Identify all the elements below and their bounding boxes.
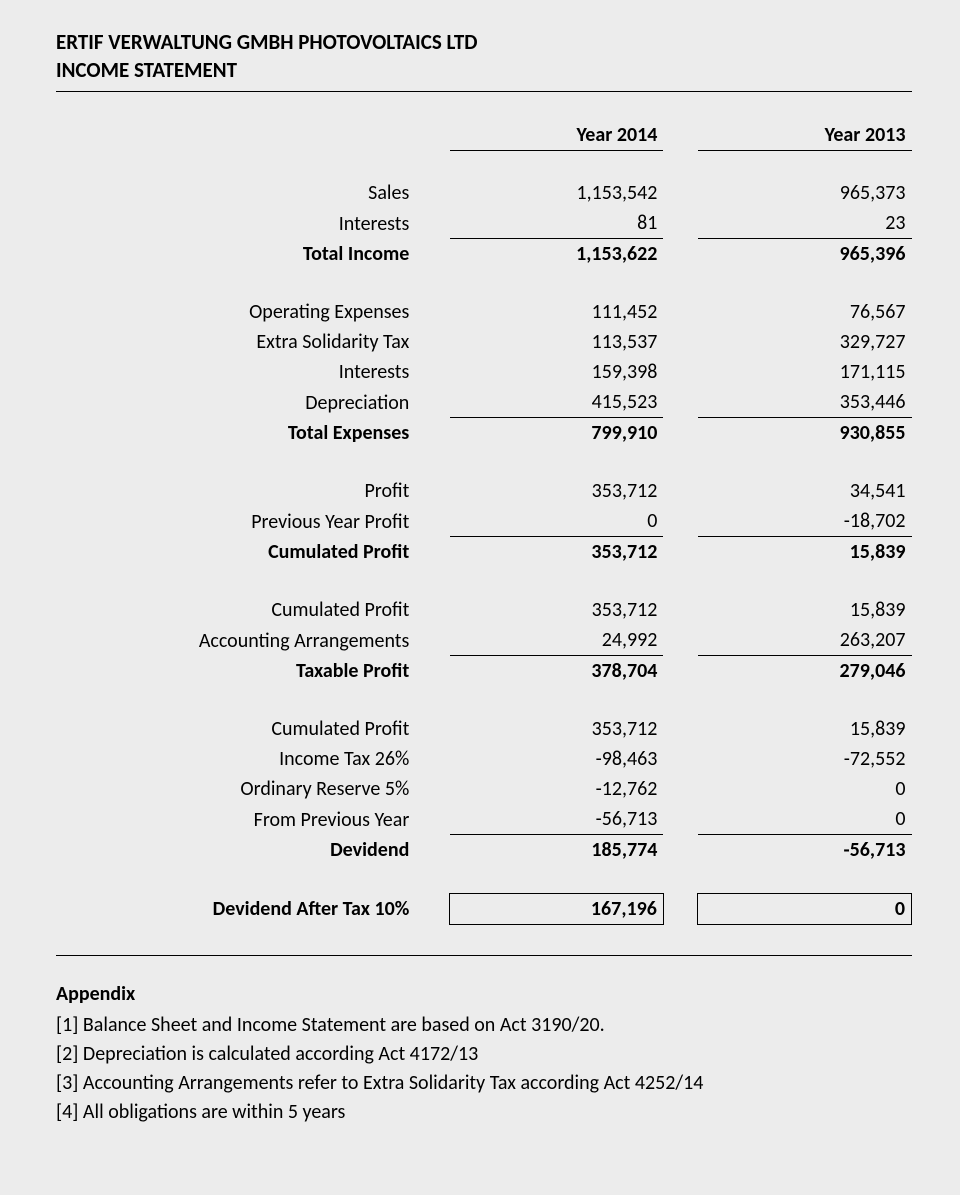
row-value-y2: 0 [698,893,912,924]
row-label: Profit [56,476,415,506]
table-row: Cumulated Profit 353,712 15,839 [56,714,912,744]
row-value-y1: 24,992 [450,625,664,656]
total-row: Cumulated Profit 353,712 15,839 [56,537,912,568]
row-value-y2: 329,727 [698,327,912,357]
row-value-y2: 76,567 [698,297,912,327]
table-row: Sales 1,153,542 965,373 [56,178,912,208]
row-label: Ordinary Reserve 5% [56,774,415,804]
row-value-y1: 167,196 [450,893,664,924]
total-row: Total Income 1,153,622 965,396 [56,239,912,270]
row-label: Depreciation [56,387,415,418]
row-value-y2: 0 [698,804,912,835]
document-header: ERTIF VERWALTUNG GMBH PHOTOVOLTAICS LTD … [56,28,912,85]
row-label: Total Income [56,239,415,270]
row-label: From Previous Year [56,804,415,835]
row-label: Previous Year Profit [56,506,415,537]
row-value-y2: 171,115 [698,357,912,387]
row-value-y2: 353,446 [698,387,912,418]
row-value-y1: -56,713 [450,804,664,835]
income-statement-table: Year 2014 Year 2013 Sales 1,153,542 965,… [56,120,912,925]
row-value-y1: 81 [450,208,664,239]
row-value-y2: -72,552 [698,744,912,774]
row-value-y2: -56,713 [698,835,912,866]
row-label: Interests [56,208,415,239]
row-value-y1: 378,704 [450,656,664,687]
total-row: Total Expenses 799,910 930,855 [56,418,912,449]
row-value-y2: 23 [698,208,912,239]
appendix-item: [2] Depreciation is calculated according… [56,1040,912,1069]
table-row: Interests 81 23 [56,208,912,239]
section-rule [56,955,912,956]
row-label: Cumulated Profit [56,595,415,625]
table-row: Ordinary Reserve 5% -12,762 0 [56,774,912,804]
row-value-y1: 415,523 [450,387,664,418]
row-label: Sales [56,178,415,208]
row-value-y2: 15,839 [698,595,912,625]
row-value-y2: 15,839 [698,537,912,568]
appendix-item: [1] Balance Sheet and Income Statement a… [56,1011,912,1040]
row-label: Taxable Profit [56,656,415,687]
row-value-y1: 353,712 [450,476,664,506]
total-row: Devidend 185,774 -56,713 [56,835,912,866]
table-row: Previous Year Profit 0 -18,702 [56,506,912,537]
table-row: From Previous Year -56,713 0 [56,804,912,835]
row-value-y1: 799,910 [450,418,664,449]
table-row: Interests 159,398 171,115 [56,357,912,387]
table-row: Operating Expenses 111,452 76,567 [56,297,912,327]
row-value-y2: 34,541 [698,476,912,506]
table-row: Extra Solidarity Tax 113,537 329,727 [56,327,912,357]
row-value-y2: -18,702 [698,506,912,537]
row-value-y1: 1,153,542 [450,178,664,208]
row-value-y2: 15,839 [698,714,912,744]
row-value-y1: 353,712 [450,595,664,625]
table-row: Income Tax 26% -98,463 -72,552 [56,744,912,774]
row-label: Devidend After Tax 10% [56,893,415,924]
row-label: Devidend [56,835,415,866]
row-label: Total Expenses [56,418,415,449]
row-value-y2: 930,855 [698,418,912,449]
appendix: Appendix [1] Balance Sheet and Income St… [56,980,912,1127]
row-value-y1: 159,398 [450,357,664,387]
column-header-y2: Year 2013 [698,120,912,151]
row-value-y1: 185,774 [450,835,664,866]
table-row: Accounting Arrangements 24,992 263,207 [56,625,912,656]
boxed-total-row: Devidend After Tax 10% 167,196 0 [56,893,912,924]
row-label: Income Tax 26% [56,744,415,774]
row-value-y1: -98,463 [450,744,664,774]
appendix-item: [4] All obligations are within 5 years [56,1098,912,1127]
row-value-y2: 0 [698,774,912,804]
row-label: Operating Expenses [56,297,415,327]
appendix-title: Appendix [56,980,912,1009]
row-label: Extra Solidarity Tax [56,327,415,357]
company-name: ERTIF VERWALTUNG GMBH PHOTOVOLTAICS LTD [56,28,912,56]
row-value-y1: 353,712 [450,537,664,568]
row-value-y2: 263,207 [698,625,912,656]
row-value-y1: 113,537 [450,327,664,357]
blank-cell [56,120,415,151]
header-rule [56,91,912,92]
row-value-y1: 1,153,622 [450,239,664,270]
statement-title: INCOME STATEMENT [56,56,912,84]
table-row: Cumulated Profit 353,712 15,839 [56,595,912,625]
row-label: Cumulated Profit [56,714,415,744]
column-header-row: Year 2014 Year 2013 [56,120,912,151]
column-header-y1: Year 2014 [450,120,664,151]
row-value-y1: -12,762 [450,774,664,804]
row-value-y2: 279,046 [698,656,912,687]
row-value-y1: 353,712 [450,714,664,744]
row-value-y1: 0 [450,506,664,537]
row-label: Accounting Arrangements [56,625,415,656]
row-label: Cumulated Profit [56,537,415,568]
table-row: Profit 353,712 34,541 [56,476,912,506]
row-value-y1: 111,452 [450,297,664,327]
appendix-item: [3] Accounting Arrangements refer to Ext… [56,1069,912,1098]
row-value-y2: 965,396 [698,239,912,270]
row-value-y2: 965,373 [698,178,912,208]
table-row: Depreciation 415,523 353,446 [56,387,912,418]
total-row: Taxable Profit 378,704 279,046 [56,656,912,687]
row-label: Interests [56,357,415,387]
